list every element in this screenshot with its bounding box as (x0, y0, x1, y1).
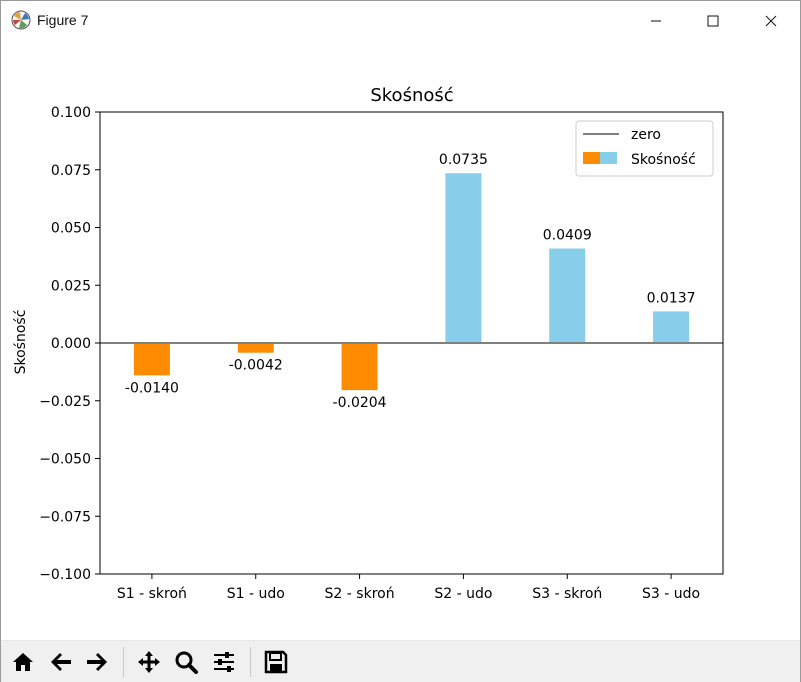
toolbar-separator (123, 647, 124, 677)
legend-entry-zero: zero (631, 127, 661, 143)
toolbar-separator (250, 647, 251, 677)
home-button[interactable] (8, 647, 38, 677)
pan-button[interactable] (134, 647, 164, 677)
zoom-button[interactable] (171, 647, 201, 677)
save-button[interactable] (261, 647, 291, 677)
x-tick-label: S1 - udo (227, 586, 285, 602)
forward-button[interactable] (82, 647, 112, 677)
configure-subplots-button[interactable] (209, 647, 239, 677)
bar-value-label: -0.0140 (125, 380, 179, 396)
bar-value-label: 0.0735 (439, 152, 488, 168)
bar (237, 343, 274, 353)
forward-arrow-icon (87, 653, 107, 671)
y-axis-label: Skośność (13, 310, 29, 375)
legend: zero Skośność (575, 120, 714, 177)
home-icon (13, 653, 33, 671)
x-tick-label: S1 - skroń (117, 586, 187, 602)
bar (549, 248, 586, 343)
y-tick-label: 0.000 (51, 336, 91, 352)
matplotlib-icon (11, 10, 31, 30)
bar (445, 173, 482, 343)
minimize-icon (651, 20, 661, 21)
y-tick-label: −0.100 (39, 567, 91, 583)
minimize-button[interactable] (633, 1, 679, 40)
y-tick-label: −0.050 (39, 452, 91, 468)
bar-chart: Skośność Skośność 0.100 0.075 0.050 0.025 0.… (13, 85, 724, 602)
y-tick-label: −0.025 (39, 394, 91, 410)
window-title: Figure 7 (37, 12, 89, 28)
y-tick-label: 0.025 (51, 278, 91, 294)
back-arrow-icon (51, 653, 71, 671)
x-tick-label: S3 - skroń (532, 586, 602, 602)
bar-value-label: -0.0204 (333, 395, 387, 411)
x-tick-label: S2 - udo (434, 586, 492, 602)
legend-swatch-positive (600, 152, 617, 164)
zoom-icon (175, 651, 198, 674)
legend-entry-skosnosc: Skośność (631, 152, 696, 168)
maximize-icon (707, 15, 719, 26)
bar-value-label: -0.0042 (229, 358, 283, 374)
y-tick-label: 0.050 (51, 221, 91, 237)
y-tick-label: −0.075 (39, 509, 91, 525)
x-tick-label: S3 - udo (642, 586, 700, 602)
pan-icon (138, 651, 160, 673)
chart-title: Skośność (370, 85, 453, 106)
bar-value-label: 0.0137 (647, 290, 696, 306)
y-tick-label: 0.100 (51, 105, 91, 121)
x-tick-label: S2 - skroń (325, 586, 395, 602)
bar (133, 343, 170, 376)
bar (341, 343, 378, 391)
bar-value-label: 0.0409 (543, 228, 592, 244)
navigation-toolbar (1, 640, 800, 682)
y-tick-label: 0.075 (51, 163, 91, 179)
bar (653, 311, 690, 343)
close-icon (765, 15, 777, 26)
legend-swatch-negative (583, 152, 600, 164)
back-button[interactable] (46, 647, 76, 677)
title-bar[interactable]: Figure 7 (1, 1, 800, 40)
plot-frame (99, 111, 724, 575)
configure-subplots-icon (214, 652, 234, 672)
maximize-button[interactable] (690, 1, 736, 40)
close-button[interactable] (748, 1, 794, 40)
save-icon (264, 650, 288, 674)
